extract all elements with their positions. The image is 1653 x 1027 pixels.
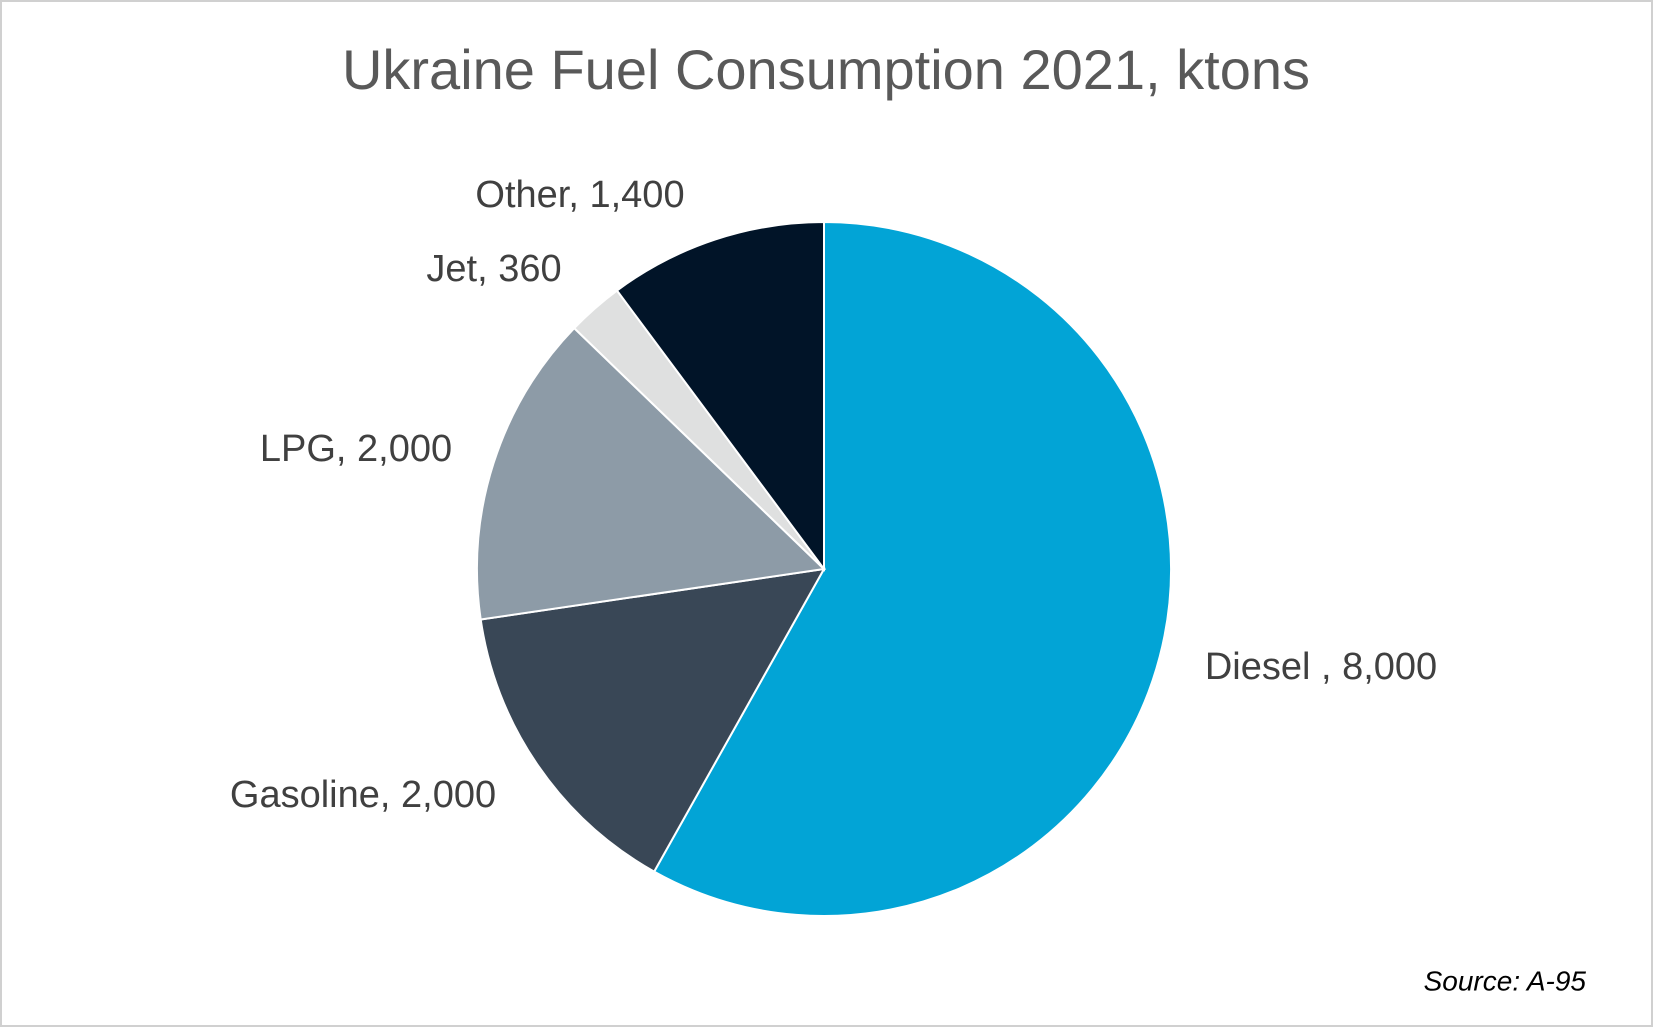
label-category: Other: [475, 174, 570, 216]
label-category: Diesel: [1205, 646, 1321, 688]
label-category: Jet: [426, 248, 477, 290]
data-label: Other, 1,400: [475, 174, 684, 216]
pie-slice: [476, 326, 827, 621]
label-category: LPG: [260, 428, 336, 470]
data-label: Diesel , 8,000: [1205, 646, 1437, 688]
source-note: Source: A-95: [1424, 965, 1587, 996]
label-value: 360: [498, 248, 561, 290]
pie-slice: [615, 220, 825, 573]
data-label: Jet, 360: [426, 248, 561, 290]
label-value: 2,000: [357, 428, 452, 470]
label-value: 1,400: [589, 174, 684, 216]
label-separator: ,: [477, 248, 498, 290]
label-separator: ,: [568, 174, 589, 216]
data-label: Gasoline, 2,000: [230, 774, 496, 816]
pie-slice: [652, 220, 1172, 917]
data-label: LPG, 2,000: [260, 428, 452, 470]
label-value: 2,000: [401, 774, 496, 816]
label-separator: ,: [336, 428, 357, 470]
label-category: Gasoline: [230, 774, 380, 816]
pie-slice: [479, 567, 826, 873]
label-value: 8,000: [1342, 646, 1437, 688]
chart-title: Ukraine Fuel Consumption 2021, ktons: [342, 38, 1310, 101]
label-separator: ,: [1321, 646, 1342, 688]
label-separator: ,: [380, 774, 401, 816]
